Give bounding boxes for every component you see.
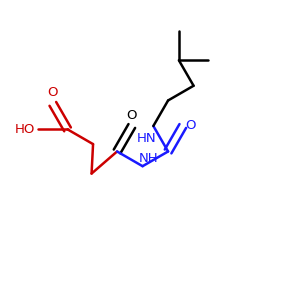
Text: O: O: [186, 119, 196, 133]
Text: O: O: [127, 109, 137, 122]
Text: HN: HN: [137, 132, 156, 145]
Text: O: O: [48, 86, 58, 100]
Text: HO: HO: [15, 123, 35, 136]
Text: NH: NH: [139, 152, 158, 165]
